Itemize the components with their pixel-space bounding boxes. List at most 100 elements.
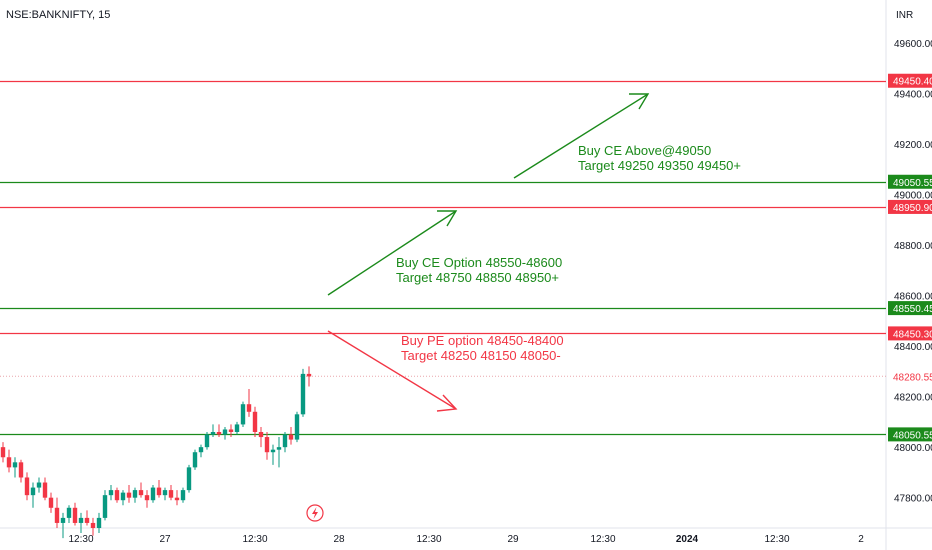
candle: [288, 426, 294, 445]
candle-body: [222, 429, 228, 435]
level-badge-green[interactable]: 49050.55: [888, 174, 932, 189]
level-badge-red-text: 49450.40: [893, 77, 932, 88]
candle-body: [120, 492, 126, 501]
price-tick-label: 49400.00: [894, 89, 932, 100]
candle-body: [156, 487, 162, 496]
candle: [114, 487, 120, 503]
pe-annotation-line2: Target 48250 48150 48050-: [401, 348, 561, 363]
candle-body: [216, 432, 222, 435]
candle-body: [306, 373, 312, 377]
candle: [144, 490, 150, 508]
candle-body: [72, 507, 78, 523]
time-tick-label: 2024: [676, 534, 699, 545]
price-tick-label: 47800.00: [894, 494, 932, 505]
price-tick-label: 49600.00: [894, 39, 932, 50]
candle: [234, 421, 240, 435]
time-tick-label: 27: [159, 534, 171, 545]
candle: [18, 459, 24, 483]
ce-above-annotation-line2: Target 49250 49350 49450+: [578, 158, 741, 173]
currency-label[interactable]: INR: [896, 10, 913, 21]
candle: [264, 432, 270, 460]
candle-body: [12, 462, 18, 468]
ce-option-arrow[interactable]: [327, 210, 458, 296]
candle-body: [252, 411, 258, 432]
candle: [228, 424, 234, 438]
candle: [108, 485, 114, 501]
candle-body: [300, 373, 306, 415]
candle: [0, 442, 6, 463]
level-badge-red[interactable]: 48450.30: [888, 326, 932, 341]
level-lines: [0, 80, 886, 436]
candle-body: [126, 492, 132, 498]
time-tick-label: 12:30: [764, 534, 789, 545]
candle-body: [90, 522, 96, 528]
level-badge-red-text: 48450.30: [893, 329, 932, 340]
price-tick-label: 49200.00: [894, 140, 932, 151]
candle-body: [0, 447, 6, 458]
time-tick-label: 12:30: [590, 534, 615, 545]
candle: [282, 432, 288, 453]
candle-body: [204, 434, 210, 448]
candle: [198, 444, 204, 458]
level-badge-green-bg: [888, 427, 932, 442]
last-price-badge[interactable]: 48280.55: [888, 369, 932, 384]
candle-body: [180, 490, 186, 501]
candle: [66, 505, 72, 523]
price-tick-label: 48200.00: [894, 393, 932, 404]
pe-arrow[interactable]: [327, 330, 458, 412]
flash-icon[interactable]: [306, 504, 324, 522]
price-tick-label: 48600.00: [894, 292, 932, 303]
level-badge-red-bg: [888, 199, 932, 214]
candle: [192, 449, 198, 470]
candle-body: [36, 482, 42, 488]
time-tick-label: 29: [507, 534, 519, 545]
candle: [120, 490, 126, 506]
candle: [78, 512, 84, 534]
candle: [252, 406, 258, 438]
candle: [156, 480, 162, 498]
time-tick-label: 2: [858, 534, 864, 545]
candle: [132, 487, 138, 503]
trade-annotations: Buy PE option 48450-48400 Target 48250 4…: [327, 93, 741, 412]
price-tick-label: 49000.00: [894, 191, 932, 202]
candle: [258, 426, 264, 448]
candle: [276, 437, 282, 468]
ce-option-annotation-line2: Target 48750 48850 48950+: [396, 270, 559, 285]
level-badge-green[interactable]: 48550.45: [888, 301, 932, 316]
candle: [186, 464, 192, 493]
level-badge-green-text: 48550.45: [893, 304, 932, 315]
candle-body: [168, 490, 174, 498]
candle-body: [174, 497, 180, 501]
symbol-label[interactable]: NSE:BANKNIFTY, 15: [6, 9, 110, 21]
candle-body: [210, 432, 216, 435]
candle-body: [144, 495, 150, 501]
candle: [60, 512, 66, 539]
level-badge-red[interactable]: 49450.40: [888, 73, 932, 88]
candle-body: [60, 517, 66, 523]
candle-body: [48, 497, 54, 508]
level-badge-red[interactable]: 48950.90: [888, 199, 932, 214]
level-badge-red-bg: [888, 326, 932, 341]
ce-above-arrow[interactable]: [513, 93, 650, 179]
candle: [6, 449, 12, 473]
candle: [204, 432, 210, 450]
level-badge-green-bg: [888, 301, 932, 316]
candle: [54, 497, 60, 528]
candles: [0, 366, 312, 539]
candle: [102, 490, 108, 521]
candle-body: [264, 437, 270, 453]
price-tick-label: 48000.00: [894, 443, 932, 454]
candle: [48, 492, 54, 513]
candle: [42, 477, 48, 501]
candle: [300, 368, 306, 417]
candle: [30, 482, 36, 508]
level-badge-green[interactable]: 48050.55: [888, 427, 932, 442]
candle: [216, 424, 222, 438]
last-price-badge-text: 48280.55: [893, 372, 932, 383]
candle: [210, 424, 216, 438]
candle-body: [270, 449, 276, 453]
candle-body: [24, 477, 30, 496]
candle-body: [114, 490, 120, 501]
candle-body: [30, 487, 36, 496]
